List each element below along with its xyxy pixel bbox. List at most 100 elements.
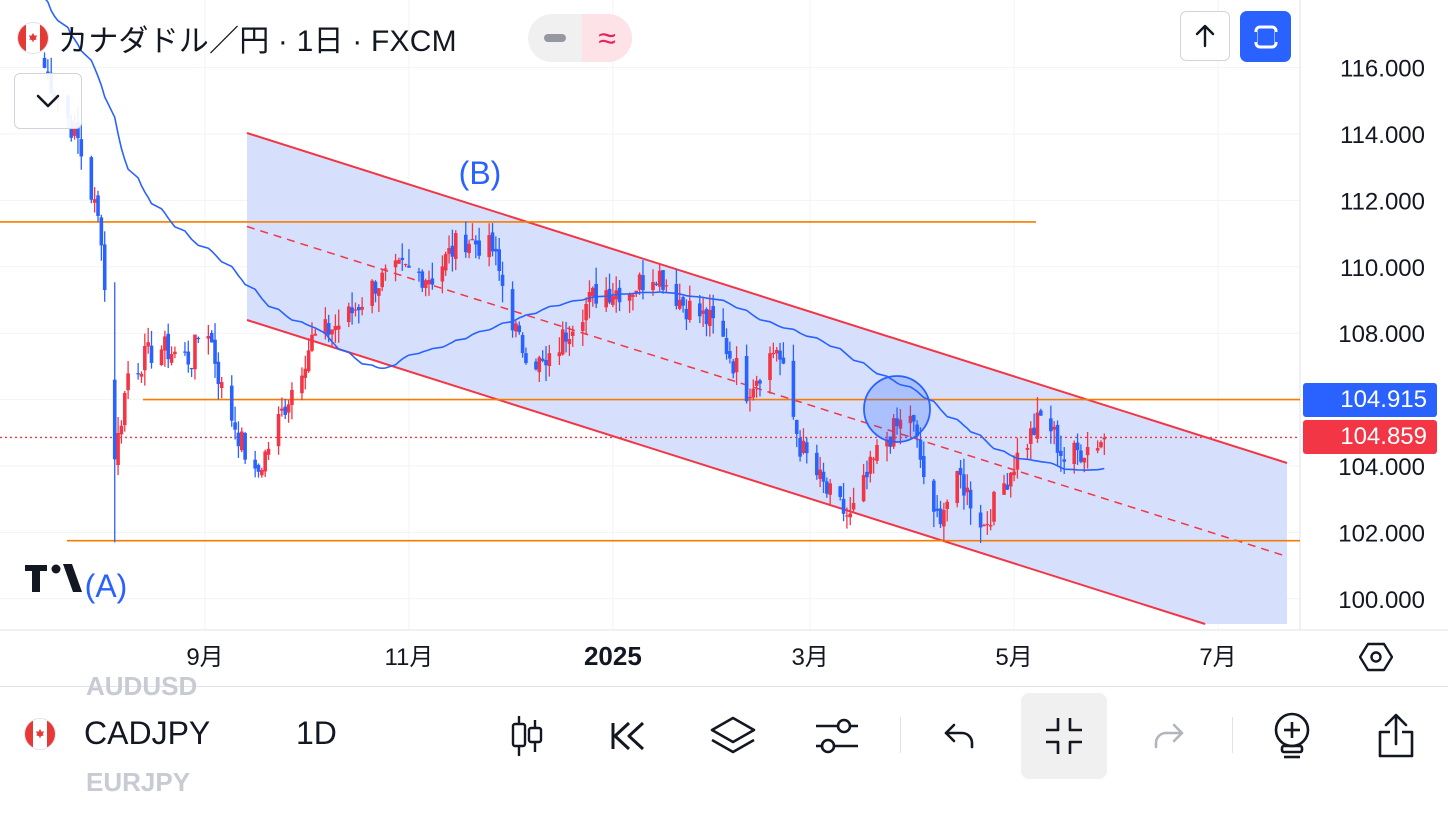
chart-settings-button[interactable] [1356,637,1396,677]
candle-body [417,271,421,273]
candle-body [467,243,471,254]
wave-a-label: (A) [85,568,128,604]
candle-body [183,351,187,353]
candle-body [1049,418,1053,432]
candle-body [911,415,916,422]
candle-body [828,483,832,495]
candle-body [96,195,100,216]
candle-body [517,325,522,333]
add-alert-button[interactable] [1249,693,1335,779]
candle-body [557,352,562,357]
candle-body [336,325,341,330]
candle-body [92,199,97,203]
candle-body [333,326,338,331]
candle-body [754,380,759,386]
approx-icon[interactable]: ≈ [582,14,632,62]
candle-body [570,331,575,336]
candle-body [547,353,552,367]
candle-body [540,358,545,361]
time-tick-label: 9月 [186,644,223,671]
redo-button[interactable] [1126,693,1212,779]
candle-body [815,452,819,476]
candle-body [945,501,949,510]
candle-body [818,469,822,479]
candle-body [263,451,267,472]
candle-body [266,448,271,455]
candle-body [955,470,960,504]
candle-body [256,464,261,472]
candle-body [1035,412,1040,439]
candle-body [79,139,84,157]
toolbar-divider [900,717,901,753]
candle-body [968,489,973,509]
price-axis: 116.000114.000112.000110.000108.000106.0… [1338,56,1425,614]
interval-selector[interactable]: 1D [296,715,337,751]
candle-body [1059,450,1063,456]
candle-body [474,240,478,245]
candle-body [253,459,257,469]
chart-type-toggle[interactable]: ≈ [528,14,632,62]
candle-body [186,351,191,365]
candle-body [898,419,903,429]
collapse-legend-button[interactable] [14,73,82,129]
candle-body [346,306,351,323]
candle-body [1102,437,1107,440]
replay-button[interactable] [586,693,672,779]
candle-body [1025,447,1030,450]
candle-body [360,306,364,310]
candle-body [189,367,194,370]
candlestick-series [42,52,1107,543]
arrow-up-button[interactable] [1180,11,1230,61]
undo-button[interactable] [916,693,1002,779]
candle-body [641,275,645,291]
highlight-circle [863,375,931,443]
candle-body [122,392,127,426]
price-tick-label: 100.000 [1338,587,1425,614]
exit-fullscreen-button[interactable] [1021,693,1107,779]
share-button[interactable] [1353,693,1439,779]
candle-body [99,217,104,246]
candle-body [865,471,869,478]
candle-body [380,272,384,288]
candle-body [654,283,659,285]
candle-body [664,285,669,287]
candle-body [260,470,264,476]
indicators-settings-button[interactable] [794,693,880,779]
candle-body [403,263,408,266]
candle-body [280,408,284,411]
candle-body [567,339,572,345]
candle-body [544,360,548,366]
candle-body [661,270,665,290]
candle-body [116,432,120,466]
candle-body [42,57,47,68]
chevron-down-icon [36,94,60,108]
candle-body [216,361,221,385]
hexagon-settings-icon [1359,642,1393,672]
candle-body [494,248,498,252]
candle-body [845,515,849,517]
layers-button[interactable] [690,693,776,779]
candle-body [677,299,682,309]
candle-body [584,303,588,321]
candle-body [233,422,237,430]
candle-body [560,329,565,355]
symbol-title: カナダドル／円 · 1日 · FXCM [58,25,457,58]
candle-body [383,268,388,270]
canada-flag-icon [25,719,55,749]
symbol-selector[interactable]: CADJPY [84,715,211,751]
candle-body [637,274,642,290]
minus-icon[interactable] [528,14,582,62]
fullscreen-button[interactable] [1240,11,1291,62]
candle-body [306,350,311,372]
symbol-header[interactable]: カナダドル／円 · 1日 · FXCM [18,14,457,62]
candle-body [838,486,843,497]
candle-body [1008,472,1013,487]
plus-bulb-icon [1274,712,1310,759]
candle-body [163,336,167,351]
candle-body [932,480,936,512]
candle-body [781,357,786,364]
price-chart[interactable]: (B) (A) TV 116.000 114.000 112.000 110.000 108… [0,0,1448,686]
chart-style-button[interactable] [484,693,570,779]
candle-body [126,373,130,391]
candle-body [875,445,879,461]
